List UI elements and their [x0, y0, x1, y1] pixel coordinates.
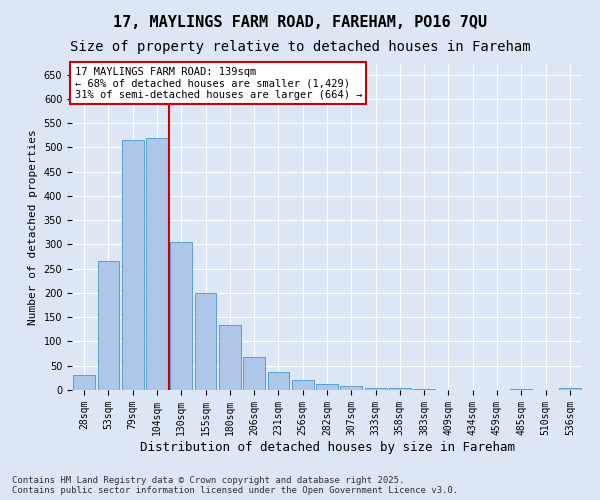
Bar [292, 380, 314, 390]
Bar [413, 388, 435, 390]
Bar [316, 384, 338, 390]
Bar [170, 242, 192, 390]
Bar [243, 357, 265, 390]
Bar [389, 388, 411, 390]
Bar [219, 326, 241, 390]
Text: 17 MAYLINGS FARM ROAD: 139sqm
← 68% of detached houses are smaller (1,429)
31% o: 17 MAYLINGS FARM ROAD: 139sqm ← 68% of d… [74, 66, 362, 100]
Bar [340, 386, 362, 390]
Bar [97, 262, 119, 390]
Bar [73, 376, 95, 390]
Bar [268, 372, 289, 390]
Text: Size of property relative to detached houses in Fareham: Size of property relative to detached ho… [70, 40, 530, 54]
Bar [559, 388, 581, 390]
Bar [511, 389, 532, 390]
Bar [146, 138, 168, 390]
Text: Contains HM Land Registry data © Crown copyright and database right 2025.
Contai: Contains HM Land Registry data © Crown c… [12, 476, 458, 495]
Y-axis label: Number of detached properties: Number of detached properties [28, 130, 38, 326]
Bar [122, 140, 143, 390]
Bar [194, 293, 217, 390]
X-axis label: Distribution of detached houses by size in Fareham: Distribution of detached houses by size … [139, 440, 515, 454]
Bar [365, 388, 386, 390]
Text: 17, MAYLINGS FARM ROAD, FAREHAM, PO16 7QU: 17, MAYLINGS FARM ROAD, FAREHAM, PO16 7Q… [113, 15, 487, 30]
